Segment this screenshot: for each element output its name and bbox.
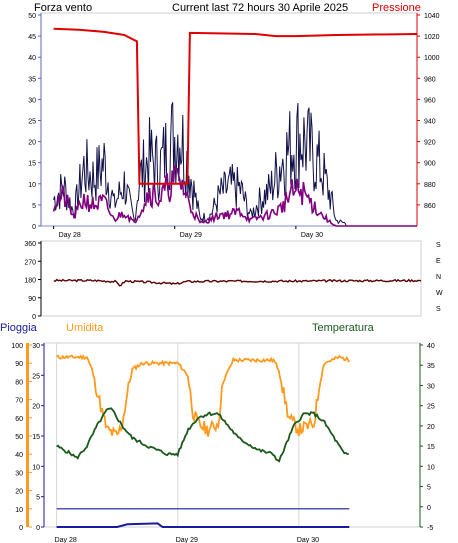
wind-tick-label: 45 [28,34,36,41]
wind-tick-label: 15 [28,161,36,168]
compass-label: W [436,290,443,297]
pressure-tick-label: 980 [424,76,436,83]
direction-tick-label: 360 [24,241,36,248]
humidity-tick-label: 20 [32,404,40,411]
humidity-tick-label: 15 [32,434,40,441]
climate-day-label: Day 30 [297,537,319,543]
pressure-tick-label: 920 [424,140,436,147]
wind-day-axis-ticks: Day 28 Day 29 Day 30 [53,226,323,239]
wind-tick-label: 40 [28,55,36,62]
wind-tick-label: 30 [28,97,36,104]
pressure-tick-label: 1040 [424,13,440,20]
direction-tick-label: 90 [28,296,36,303]
wind-tick-label: 0 [32,224,36,231]
wind-direction-panel: 0 90 180 270 360 S E N W S [24,240,443,321]
direction-tick-label: 0 [32,314,36,321]
pressure-series [53,27,418,185]
humidity-tick-label: 25 [32,373,40,380]
temperature-tick-label: 0 [427,505,431,512]
temperature-tick-label: 25 [427,404,435,411]
temperature-axis-ticks: -5 0 5 10 15 20 25 30 35 40 [420,343,435,532]
right-title: Pressione [372,2,421,14]
wind-pressure-panel: 0 5 10 15 20 25 30 35 40 45 50 860 880 900 920 940 960 9… [28,12,440,239]
rain-axis-bar [26,343,29,527]
temperature-tick-label: 5 [427,485,431,492]
compass-label: E [436,258,441,265]
wind-tick-label: 5 [32,203,36,210]
compass-label: S [436,306,441,313]
direction-axis-ticks: 0 90 180 270 360 [24,241,41,321]
temperature-tick-label: 35 [427,363,435,370]
wind-plot-frame [40,12,418,227]
rain-axis-title: Pioggia [0,322,38,334]
pressure-tick-label: 960 [424,97,436,104]
rain-tick-label: 0 [19,525,23,532]
compass-label: S [436,242,441,249]
pressure-tick-label: 860 [424,203,436,210]
humidity-tick-label: 5 [36,495,40,502]
direction-series [53,278,422,287]
pressure-tick-label: 940 [424,119,436,126]
climate-series [56,354,351,528]
temperature-axis-title: Temperatura [312,322,375,334]
climate-plot-frame [43,342,421,528]
rain-tick-label: 60 [15,416,23,423]
wind-speed-series [53,102,417,227]
gust-series [52,165,417,227]
direction-line [53,278,422,287]
wind-speed-axis-ticks: 0 5 10 15 20 25 30 35 40 45 50 [28,13,41,231]
rain-tick-label: 50 [15,434,23,441]
wind-day-label: Day 30 [301,232,323,239]
temperature-tick-label: 40 [427,343,435,350]
wind-day-label: Day 29 [180,232,202,239]
rain-axis-ticks: 0 10 20 30 40 50 60 70 80 90 100 [11,343,32,532]
direction-tick-label: 270 [24,259,36,266]
pressure-tick-label: 1000 [424,55,440,62]
rain-humidity-temperature-panel: 0 10 20 30 40 50 60 70 80 90 100 0 5 10 15 20 25 30 -5 0 5… [11,342,435,543]
rain-tick-label: 80 [15,379,23,386]
humidity-tick-label: 0 [36,525,40,532]
direction-tick-label: 180 [24,278,36,285]
climate-day-label: Day 28 [55,537,77,543]
wind-tick-label: 25 [28,119,36,126]
temperature-tick-label: 20 [427,424,435,431]
gust-line [52,165,417,227]
climate-day-label: Day 29 [176,537,198,543]
wind-tick-label: 35 [28,76,36,83]
humidity-axis-title: Umidita [66,322,104,334]
wind-speed-line [53,102,417,227]
rain-tick-label: 40 [15,452,23,459]
rain-tick-label: 10 [15,507,23,514]
wind-tick-label: 10 [28,182,36,189]
pressure-line [53,27,418,185]
temperature-tick-label: 10 [427,464,435,471]
humidity-tick-label: 10 [32,464,40,471]
rain-tick-label: 100 [11,343,23,350]
pressure-axis-ticks: 860 880 900 920 940 960 980 1000 1020 1040 [417,13,440,210]
rain-tick-label: 90 [15,361,23,368]
humidity-tick-label: 30 [32,343,40,350]
wind-tick-label: 50 [28,13,36,20]
compass-label: N [436,274,441,281]
chart-title: Current last 72 hours 30 Aprile 2025 [172,2,348,14]
wind-day-label: Day 28 [59,232,81,239]
rain-tick-label: 20 [15,489,23,496]
rain-line [56,522,350,528]
pressure-tick-label: 880 [424,182,436,189]
direction-plot-frame [40,240,422,317]
humidity-axis-ticks: 0 5 10 15 20 25 30 [32,343,44,532]
pressure-tick-label: 900 [424,161,436,168]
wind-tick-label: 20 [28,140,36,147]
temperature-tick-label: 30 [427,383,435,390]
humidity-line [56,354,351,437]
left-title: Forza vento [34,2,92,14]
compass-labels: S E N W S [436,242,443,313]
rain-tick-label: 30 [15,470,23,477]
rain-tick-label: 70 [15,398,23,405]
temperature-tick-label: -5 [427,525,433,532]
temperature-line [56,407,349,463]
temperature-tick-label: 15 [427,444,435,451]
pressure-tick-label: 1020 [424,34,440,41]
